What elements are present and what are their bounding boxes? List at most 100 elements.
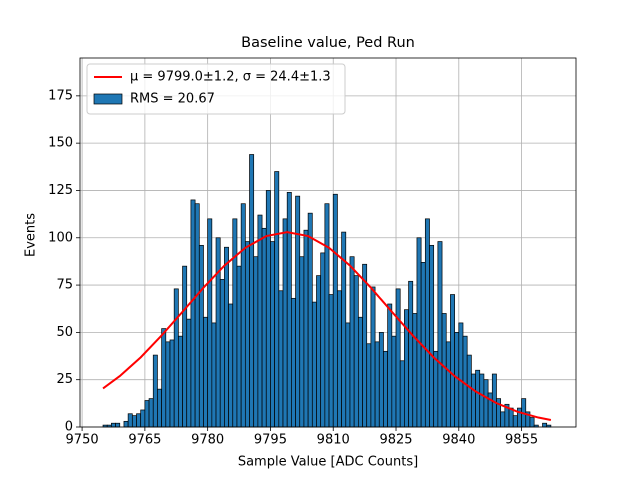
bar xyxy=(458,322,464,428)
bar xyxy=(512,415,518,428)
x-tick-label: 9780 xyxy=(191,433,224,448)
bar xyxy=(157,388,162,428)
bar xyxy=(215,237,221,428)
bar xyxy=(257,214,263,428)
bar xyxy=(391,335,397,428)
bar xyxy=(378,332,384,428)
bar xyxy=(253,256,259,428)
chart-title: Baseline value, Ped Run xyxy=(241,35,415,51)
bar xyxy=(471,373,476,428)
bar xyxy=(445,341,451,428)
bar xyxy=(441,313,447,428)
bar xyxy=(416,237,422,428)
bar xyxy=(228,303,234,428)
bar xyxy=(332,193,338,428)
bar xyxy=(194,203,200,428)
legend-bar-swatch xyxy=(93,93,123,105)
bar xyxy=(303,229,309,428)
bar xyxy=(198,244,204,428)
bar xyxy=(383,350,388,428)
y-tick-label: 175 xyxy=(48,88,73,103)
bar xyxy=(186,318,192,428)
bar xyxy=(362,263,368,428)
x-axis-label: Sample Value [ADC Counts] xyxy=(238,455,418,470)
fit-line xyxy=(102,231,552,421)
bar xyxy=(374,341,380,428)
bar xyxy=(399,360,405,428)
bar xyxy=(299,256,305,428)
bar xyxy=(274,171,280,428)
legend: μ = 9799.0±1.2, σ = 24.4±1.3 RMS = 20.67 xyxy=(86,63,346,115)
bar xyxy=(291,297,296,428)
x-tick-label: 9765 xyxy=(128,433,161,448)
bar xyxy=(529,417,535,428)
x-tick-label: 9810 xyxy=(317,433,350,448)
bar xyxy=(178,335,183,428)
bar xyxy=(387,303,393,428)
bar xyxy=(542,422,548,428)
bar xyxy=(412,313,418,428)
bar xyxy=(437,241,443,428)
bar xyxy=(127,413,133,428)
bar xyxy=(395,288,401,428)
bar xyxy=(224,246,229,428)
bar xyxy=(345,322,351,428)
legend-box xyxy=(86,63,346,115)
bar xyxy=(232,218,238,428)
bar xyxy=(324,203,330,428)
x-tick-label: 9825 xyxy=(379,433,412,448)
bar xyxy=(479,373,485,428)
bar xyxy=(328,294,334,428)
bar xyxy=(349,256,355,428)
bar xyxy=(203,316,209,428)
y-tick-label: 75 xyxy=(56,278,73,293)
y-tick-label: 50 xyxy=(56,325,73,340)
bar xyxy=(240,203,246,428)
bar xyxy=(169,339,175,428)
bar xyxy=(408,280,414,428)
y-tick-label: 0 xyxy=(65,420,73,435)
legend-label: RMS = 20.67 xyxy=(130,92,215,107)
bar xyxy=(136,413,142,428)
bar xyxy=(207,218,213,428)
bar xyxy=(244,241,250,428)
bar xyxy=(307,212,313,428)
x-tick-label: 9750 xyxy=(66,433,99,448)
bar xyxy=(123,420,129,428)
bar xyxy=(311,301,317,428)
bar xyxy=(115,422,121,428)
bar xyxy=(211,322,217,428)
bar xyxy=(475,369,481,428)
x-tick-label: 9840 xyxy=(442,433,475,448)
bar xyxy=(450,294,455,428)
bar xyxy=(140,409,146,428)
bar xyxy=(249,154,255,428)
y-tick-label: 150 xyxy=(48,136,73,151)
bar xyxy=(270,241,275,428)
bar xyxy=(265,190,271,428)
y-tick-label: 25 xyxy=(56,372,73,387)
bar xyxy=(316,275,322,428)
x-tick-label: 9855 xyxy=(505,433,538,448)
bar xyxy=(483,379,489,428)
bar xyxy=(357,316,363,428)
bar xyxy=(282,218,288,428)
bar xyxy=(337,290,342,428)
bar xyxy=(161,328,167,428)
bar xyxy=(219,279,225,428)
bar xyxy=(508,407,514,428)
y-tick-label: 100 xyxy=(48,230,73,245)
bar xyxy=(148,398,154,428)
bar xyxy=(190,199,196,428)
x-tick-label: 9795 xyxy=(254,433,287,448)
bar xyxy=(286,192,292,428)
bar xyxy=(433,350,439,428)
bar xyxy=(144,400,150,428)
legend-label: μ = 9799.0±1.2, σ = 24.4±1.3 xyxy=(130,70,331,85)
bar xyxy=(424,218,430,428)
bar xyxy=(236,265,242,428)
bar xyxy=(500,411,506,428)
bar xyxy=(261,227,267,428)
